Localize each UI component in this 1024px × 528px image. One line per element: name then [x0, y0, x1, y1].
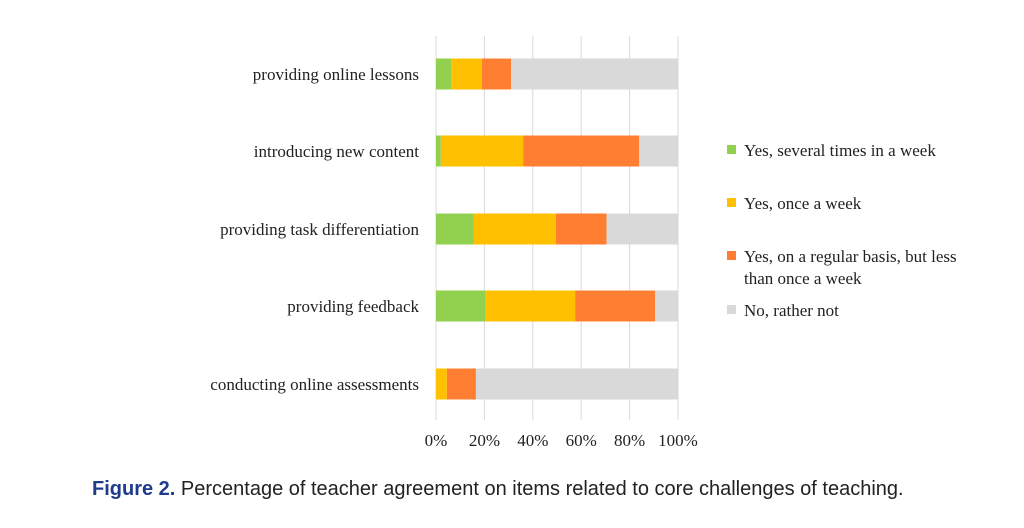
legend-label: Yes, once a week [744, 194, 862, 213]
bar-segment [523, 135, 640, 167]
category-label: conducting online assessments [210, 375, 419, 394]
bar-segment [575, 290, 656, 322]
bars [436, 58, 678, 400]
figure-caption: Figure 2. Percentage of teacher agreemen… [92, 478, 904, 501]
category-labels: providing online lessons introducing new … [210, 65, 419, 394]
bar-segment [436, 58, 452, 90]
bar-segment [481, 58, 512, 90]
bar-segment [639, 135, 678, 167]
legend-swatch [727, 251, 736, 260]
bar-segment [606, 213, 678, 245]
x-tick-label: 20% [469, 431, 500, 450]
x-tick-label: 40% [517, 431, 548, 450]
category-label: providing task differentiation [220, 220, 419, 239]
caption-text: Percentage of teacher agreement on items… [175, 478, 904, 500]
x-tick-labels: 0% 20% 40% 60% 80% 100% [425, 431, 698, 450]
bar-segment [446, 368, 476, 400]
bar-segment [436, 290, 486, 322]
figure-label: Figure 2. [92, 478, 176, 500]
legend-label: Yes, several times in a week [744, 141, 936, 160]
bar-segment [485, 290, 576, 322]
bar-segment [436, 213, 474, 245]
legend-swatch [727, 198, 736, 207]
bar-segment [655, 290, 678, 322]
x-tick-label: 100% [658, 431, 698, 450]
legend-label: than once a week [744, 269, 862, 288]
bar-segment [511, 58, 678, 90]
legend-swatch [727, 305, 736, 314]
stacked-bar-chart: providing online lessons introducing new … [210, 36, 957, 450]
legend-label: Yes, on a regular basis, but less [744, 247, 957, 266]
x-tick-label: 60% [566, 431, 597, 450]
bar-segment [475, 368, 678, 400]
x-tick-label: 80% [614, 431, 645, 450]
category-label: providing feedback [287, 297, 419, 316]
bar-segment [451, 58, 482, 90]
x-tick-label: 0% [425, 431, 448, 450]
legend-label: No, rather not [744, 301, 839, 320]
legend: Yes, several times in a week Yes, once a … [727, 141, 957, 320]
bar-segment [473, 213, 556, 245]
legend-swatch [727, 145, 736, 154]
category-label: introducing new content [254, 142, 420, 161]
bar-segment [440, 135, 524, 167]
category-label: providing online lessons [253, 65, 419, 84]
bar-segment [436, 135, 441, 167]
bar-segment [436, 368, 447, 400]
bar-segment [555, 213, 607, 245]
